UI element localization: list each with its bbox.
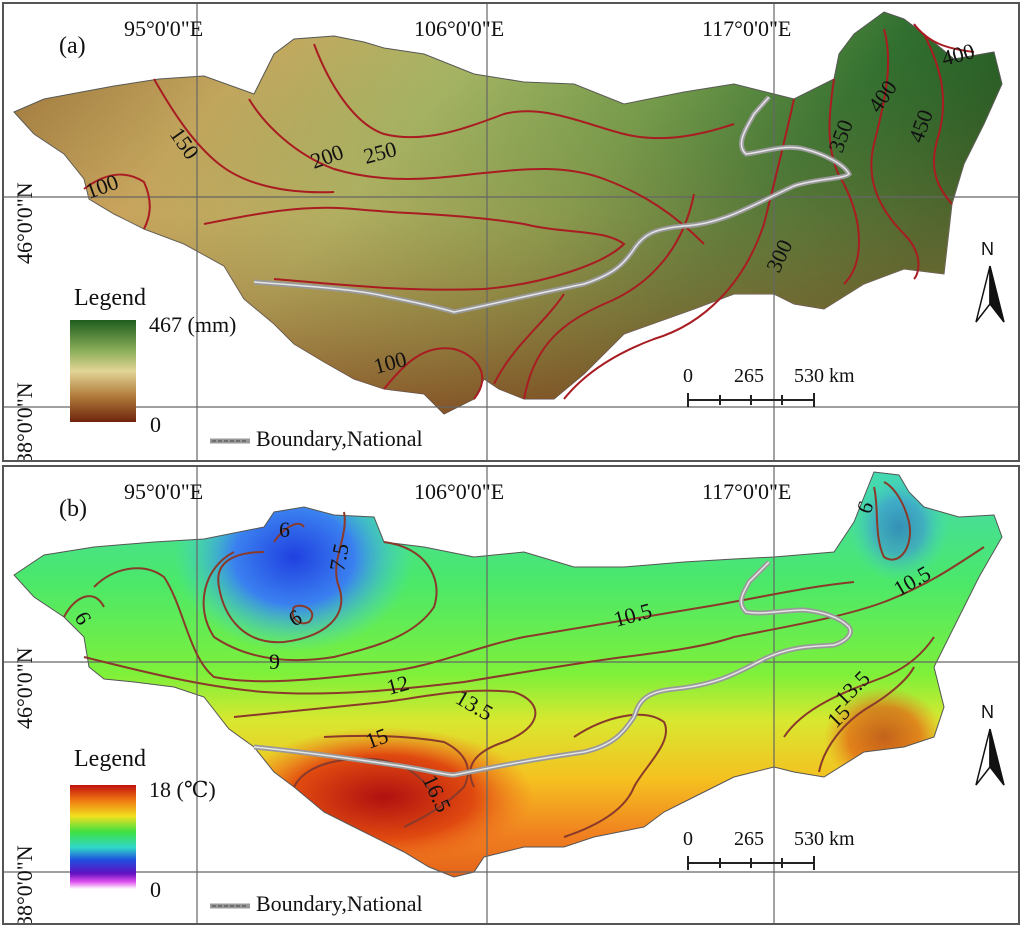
graticule — [4, 4, 1018, 460]
latitude-label: 38°0'0"N — [12, 845, 37, 925]
temperature-map: 6 7.5 6 6 9 10.5 10.5 12 13.5 15 13.5 15… — [4, 467, 1018, 923]
scale-label-zero: 0 — [683, 365, 693, 387]
longitude-label: 95°0'0"E — [124, 16, 204, 41]
legend-max: 18 (℃) — [149, 777, 216, 802]
panel-label: (a) — [59, 33, 86, 59]
north-label: N — [981, 702, 994, 722]
contour-label: 9 — [269, 649, 280, 674]
isohyets — [83, 23, 975, 400]
legend-min: 0 — [150, 412, 161, 437]
precipitation-map-panel: 150 100 200 250 350 400 450 400 300 100 — [2, 2, 1020, 462]
north-arrow-icon — [975, 728, 1005, 786]
scale-label-mid: 265 — [734, 828, 764, 850]
legend-max: 467 (mm) — [149, 312, 237, 337]
scale-label-zero: 0 — [683, 828, 693, 850]
longitude-label: 117°0'0"E — [702, 16, 792, 41]
scale-bar — [687, 393, 815, 407]
temperature-map-panel: 6 7.5 6 6 9 10.5 10.5 12 13.5 15 13.5 15… — [2, 465, 1020, 925]
boundary-legend-label: Boundary,National — [256, 426, 423, 451]
scale-label-end: 530 km — [794, 365, 855, 387]
land-outline — [13, 471, 1003, 878]
legend-color-ramp — [70, 785, 136, 889]
scale-label-mid: 265 — [734, 365, 764, 387]
longitude-label: 106°0'0"E — [414, 479, 505, 504]
scale-label-end: 530 km — [794, 828, 855, 850]
boundary-legend-label: Boundary,National — [256, 891, 423, 916]
dry-south-shading — [14, 12, 1002, 414]
north-label: N — [981, 239, 994, 259]
contour-label: 6 — [279, 517, 290, 542]
contour-label: 7.5 — [324, 541, 353, 572]
panel-label: (b) — [59, 496, 87, 522]
scale-bar — [687, 856, 815, 870]
precipitation-map: 150 100 200 250 350 400 450 400 300 100 — [4, 4, 1018, 460]
latitude-label: 38°0'0"N — [12, 382, 37, 462]
isotherms — [63, 481, 985, 838]
longitude-label: 95°0'0"E — [124, 479, 204, 504]
legend-title: Legend — [74, 285, 146, 311]
latitude-label: 46°0'0"N — [12, 647, 37, 729]
graticule — [4, 467, 1018, 923]
longitude-label: 106°0'0"E — [414, 16, 505, 41]
legend-color-ramp — [70, 320, 136, 422]
legend-min: 0 — [150, 877, 161, 902]
legend-title: Legend — [74, 746, 146, 772]
north-arrow-icon — [975, 265, 1005, 323]
longitude-label: 117°0'0"E — [702, 479, 792, 504]
latitude-label: 46°0'0"N — [12, 182, 37, 264]
